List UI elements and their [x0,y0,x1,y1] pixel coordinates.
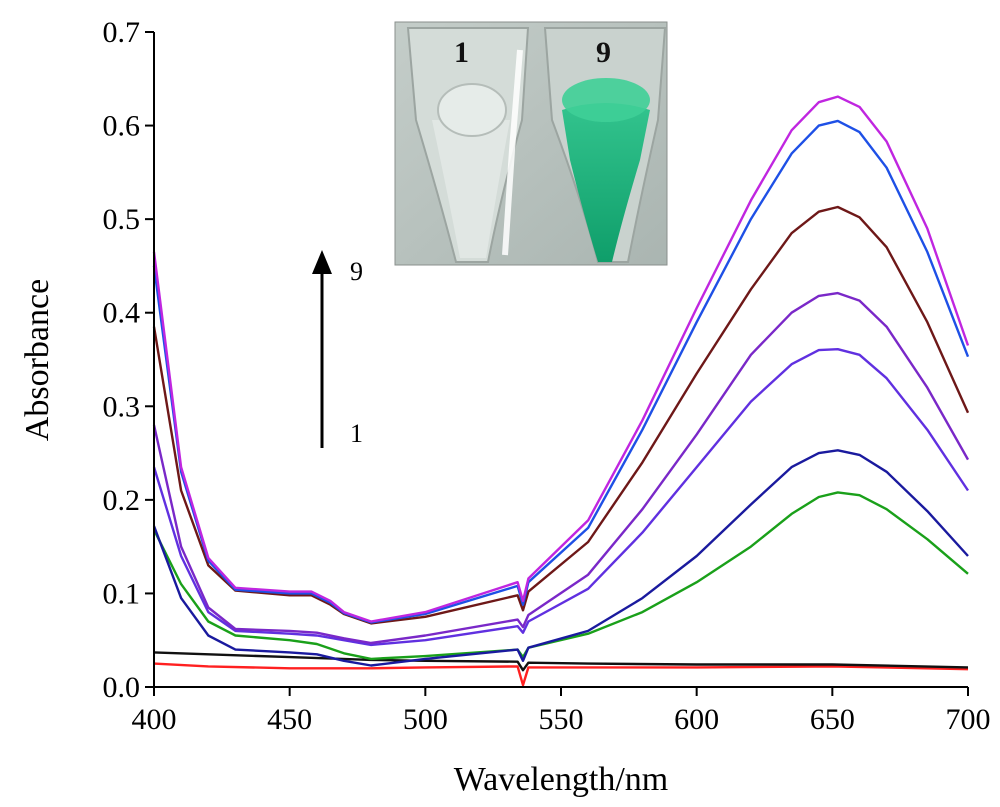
green-solution [562,103,650,262]
tube-9: 9 [543,27,667,263]
series-line-2 [153,651,969,672]
x-tick-label: 550 [539,703,584,736]
trend-arrow: 1 9 [312,250,363,448]
tube-1-label: 1 [454,36,469,69]
inset-photo: 1 9 [394,21,668,266]
y-tick-label: 0.4 [103,297,141,330]
x-ticks: 400 450 500 550 600 650 700 [132,687,991,736]
x-tick-label: 500 [403,703,448,736]
y-tick-label: 0.7 [103,16,141,49]
x-tick-label: 400 [132,703,177,736]
y-tick-label: 0.2 [103,484,141,517]
y-tick-label: 0.0 [103,671,141,704]
series-line-1 [153,662,969,687]
trend-arrow-head [312,250,332,274]
x-axis-title: Wavelength/nm [454,761,668,798]
trend-arrow-end-label: 9 [350,257,363,286]
x-tick-label: 450 [267,703,312,736]
series-line-6 [152,291,970,645]
series-line-9 [152,95,970,623]
x-tick-label: 700 [946,703,991,736]
series-line-4 [152,449,969,667]
trend-arrow-start-label: 1 [350,419,363,448]
y-tick-label: 0.5 [103,203,141,236]
y-axis-title: Absorbance [19,279,56,441]
spectra-lines [152,95,970,687]
y-tick-label: 0.3 [103,390,141,423]
y-tick-label: 0.6 [103,110,141,143]
y-tick-label: 0.1 [103,577,141,610]
tube-1: 1 [406,27,530,263]
series-line-7 [152,205,970,625]
y-ticks: 0.0 0.1 0.2 0.3 0.4 0.5 0.6 0.7 [103,16,154,704]
series-line-5 [152,348,969,647]
x-tick-label: 600 [674,703,719,736]
tube-9-label: 9 [596,36,611,69]
axes: 0.0 0.1 0.2 0.3 0.4 0.5 0.6 0.7 400 450 500 550 600… [103,16,991,736]
x-tick-label: 650 [810,703,855,736]
